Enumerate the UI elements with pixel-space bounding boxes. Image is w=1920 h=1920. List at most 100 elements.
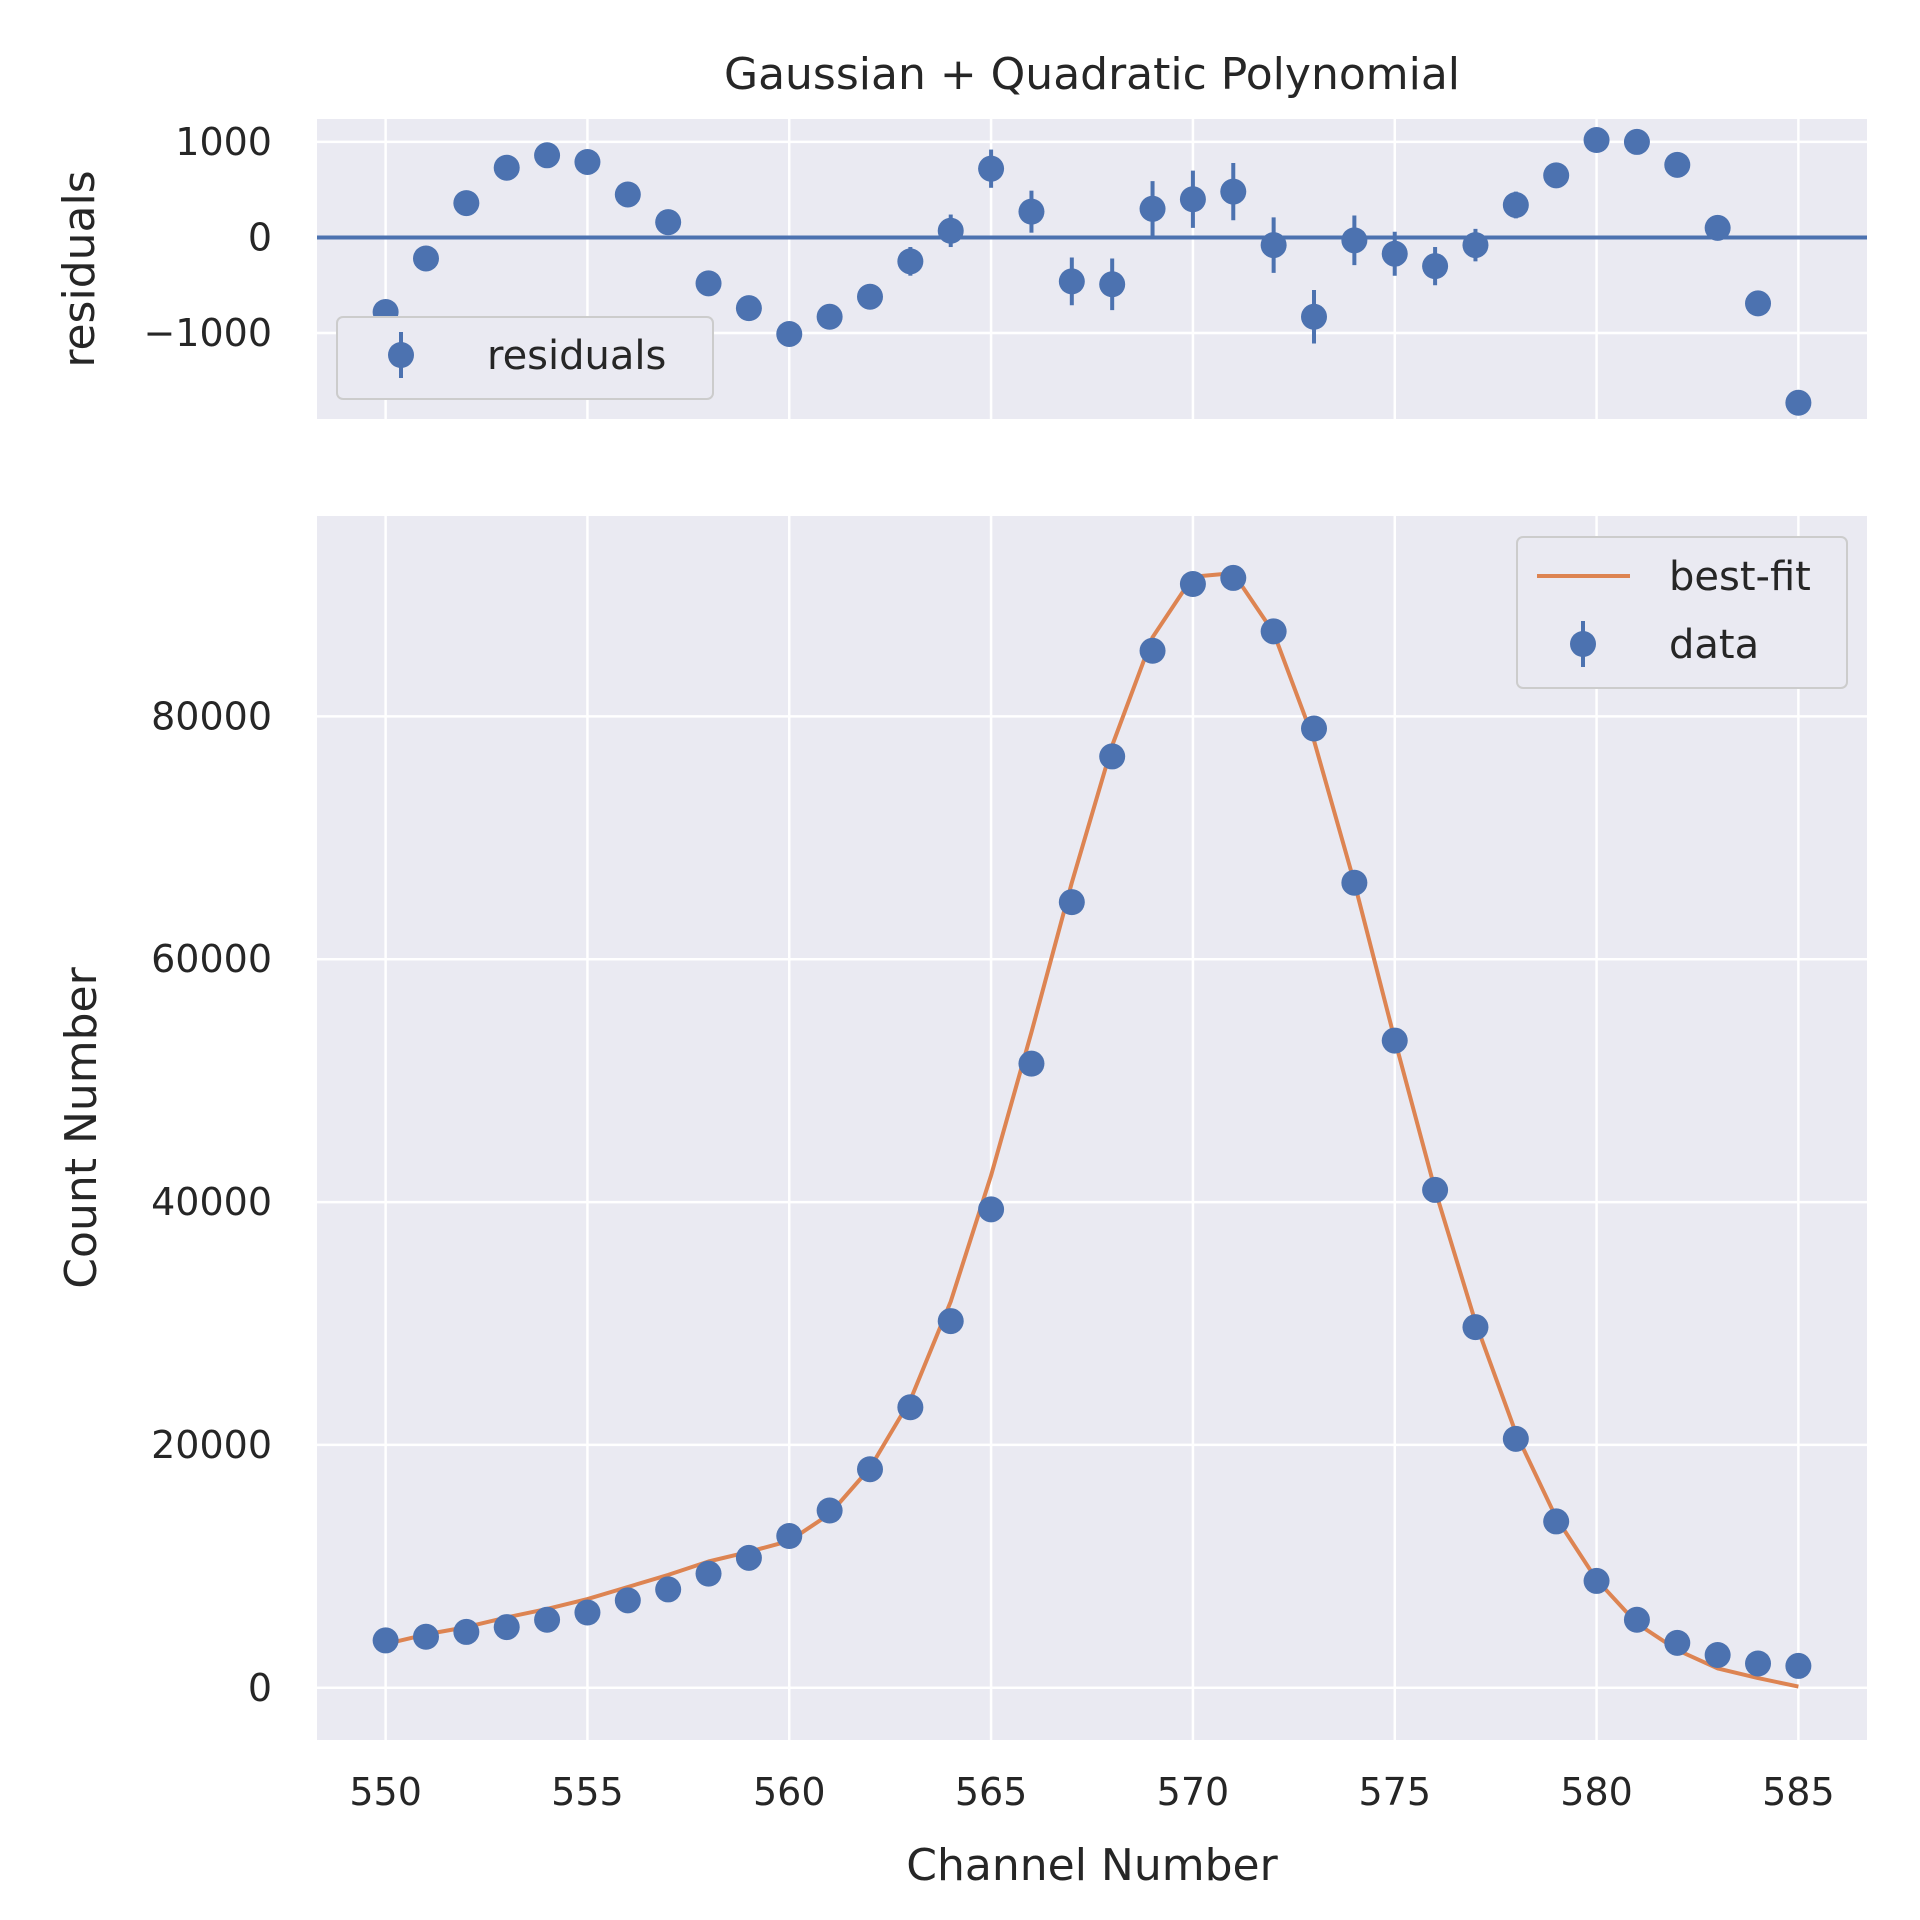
residuals-point xyxy=(1139,195,1166,222)
x-tick-label: 585 xyxy=(1762,1770,1835,1814)
y-axis-label: Count Number xyxy=(56,966,107,1288)
data-point xyxy=(534,1606,561,1633)
data-point xyxy=(856,1456,883,1483)
residuals-point xyxy=(1058,268,1085,295)
data-point xyxy=(695,1560,722,1587)
x-tick-label: 580 xyxy=(1560,1770,1633,1814)
residuals-point xyxy=(574,148,601,175)
data-point xyxy=(1422,1176,1449,1203)
data-point xyxy=(1543,1508,1570,1535)
residuals-point xyxy=(897,248,924,275)
data-point xyxy=(453,1618,480,1645)
residuals-point xyxy=(1462,232,1489,259)
best-fit-legend-label: best-fit xyxy=(1669,554,1811,600)
residuals-y-tick-label: 1000 xyxy=(175,120,272,164)
data-point xyxy=(1139,637,1166,664)
main-legend: best-fit data xyxy=(1516,536,1848,689)
residuals-panel: −1000 0 1000 Gaussian + Quadratic Polynomi… xyxy=(54,49,1867,419)
main-panel: 550 555 560 565 570 575 580 585 0 20000 40000 60000… xyxy=(56,516,1867,1891)
data-legend-marker xyxy=(1570,631,1596,657)
data-point xyxy=(776,1523,803,1549)
residuals-point xyxy=(937,217,964,244)
data-point xyxy=(1301,715,1328,742)
residuals-point xyxy=(1785,389,1812,416)
residuals-point xyxy=(1745,290,1772,317)
x-tick-label: 560 xyxy=(753,1770,826,1814)
residuals-point xyxy=(816,303,843,330)
main-grid xyxy=(317,516,1867,1740)
residuals-point xyxy=(1260,232,1287,259)
data-point xyxy=(493,1614,520,1641)
data-point xyxy=(1664,1629,1691,1656)
data-legend-label: data xyxy=(1669,622,1759,668)
data-point xyxy=(1745,1650,1772,1677)
residuals-legend-label: residuals xyxy=(487,333,666,379)
residuals-point xyxy=(1623,128,1650,155)
y-tick-label: 80000 xyxy=(151,694,272,738)
data-point xyxy=(1099,743,1126,770)
residuals-point xyxy=(493,154,520,181)
residuals-point xyxy=(856,283,883,310)
residuals-point xyxy=(1422,253,1449,280)
data-point xyxy=(816,1497,843,1524)
data-point xyxy=(1785,1652,1812,1679)
data-point xyxy=(1058,889,1085,916)
data-point xyxy=(735,1544,762,1571)
residuals-point xyxy=(1543,162,1570,189)
residuals-point xyxy=(1704,214,1731,241)
residuals-points xyxy=(372,127,1812,416)
residuals-y-tick-label: −1000 xyxy=(143,311,272,355)
data-point xyxy=(1583,1567,1610,1594)
residuals-point xyxy=(1664,151,1691,178)
residuals-point xyxy=(695,270,722,297)
x-tick-label: 565 xyxy=(955,1770,1028,1814)
y-tick-label: 20000 xyxy=(151,1423,272,1467)
x-tick-label: 550 xyxy=(349,1770,422,1814)
residuals-y-tick-label: 0 xyxy=(248,215,272,259)
residuals-y-axis-label: residuals xyxy=(54,170,105,367)
data-point xyxy=(1018,1050,1045,1077)
residuals-point xyxy=(1301,303,1328,330)
residuals-point xyxy=(1099,271,1126,298)
data-point xyxy=(372,1627,399,1654)
residuals-grid xyxy=(317,119,1867,419)
x-tick-label: 570 xyxy=(1157,1770,1230,1814)
residuals-legend-marker xyxy=(388,342,414,368)
data-point xyxy=(937,1308,964,1335)
residuals-point xyxy=(1502,191,1529,218)
residuals-point xyxy=(1018,198,1045,225)
x-axis-label: Channel Number xyxy=(906,1840,1278,1891)
y-tick-label: 60000 xyxy=(151,937,272,981)
data-point xyxy=(1623,1606,1650,1633)
residuals-point xyxy=(412,245,439,272)
residuals-tick-labels: −1000 0 1000 xyxy=(143,120,272,355)
data-point xyxy=(1462,1314,1489,1341)
main-plot-area xyxy=(317,516,1867,1740)
residuals-point xyxy=(1341,227,1368,254)
residuals-legend-box xyxy=(336,316,714,400)
y-tick-label: 0 xyxy=(248,1666,272,1710)
data-point xyxy=(1502,1425,1529,1452)
residuals-point xyxy=(1179,186,1206,213)
data-point xyxy=(614,1587,641,1614)
y-tick-label: 40000 xyxy=(151,1180,272,1224)
residuals-point xyxy=(534,142,561,169)
chart-title: Gaussian + Quadratic Polynomial xyxy=(724,49,1460,100)
data-points xyxy=(372,564,1812,1679)
residuals-point xyxy=(735,295,762,322)
residuals-point xyxy=(1583,127,1610,154)
residuals-point xyxy=(655,209,682,236)
data-point xyxy=(897,1394,924,1421)
residuals-legend: residuals xyxy=(336,316,714,400)
x-tick-label: 575 xyxy=(1358,1770,1431,1814)
residuals-point xyxy=(614,181,641,208)
x-tick-label: 555 xyxy=(551,1770,624,1814)
main-tick-labels: 550 555 560 565 570 575 580 585 0 20000 40000 60000… xyxy=(151,694,1835,1814)
data-point xyxy=(574,1599,601,1626)
data-point xyxy=(1341,869,1368,896)
data-point xyxy=(655,1576,682,1603)
data-point xyxy=(1381,1027,1408,1054)
residuals-point xyxy=(1381,240,1408,267)
data-point xyxy=(1260,618,1287,645)
